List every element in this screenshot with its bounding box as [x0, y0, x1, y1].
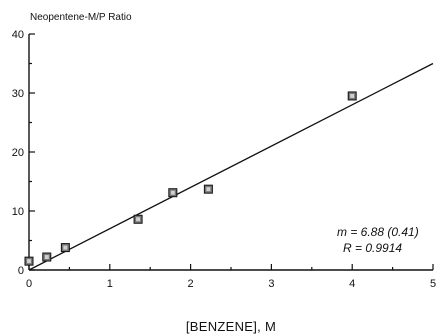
y-ticks-group: 0 10 20 30 40: [12, 29, 35, 277]
x-tick-label: 2: [188, 278, 194, 290]
data-point: [24, 256, 34, 266]
x-tick-label: 5: [430, 278, 436, 290]
x-ticks-group: 0 1 2 3 4 5: [26, 264, 436, 290]
x-axis-label: [BENZENE], M: [186, 319, 276, 334]
y-tick-label: 30: [12, 88, 24, 100]
data-point: [203, 184, 213, 194]
fit-line: [28, 62, 434, 271]
y-axis-label: Neopentene-M/P Ratio: [30, 12, 132, 23]
slope-annotation: m = 6.88 (0.41): [337, 225, 419, 239]
x-tick-label: 3: [268, 278, 274, 290]
y-tick-label: 40: [12, 29, 24, 41]
x-tick-label: 0: [26, 278, 32, 290]
data-point: [42, 252, 52, 262]
x-tick-label: 1: [107, 278, 113, 290]
data-point: [133, 214, 143, 224]
r-annotation: R = 0.9914: [343, 241, 402, 255]
data-point: [60, 243, 70, 253]
data-points-group: [24, 91, 357, 266]
x-tick-label: 4: [349, 278, 355, 290]
data-point: [347, 91, 357, 101]
data-point: [168, 188, 178, 198]
y-tick-label: 0: [18, 265, 24, 277]
y-tick-label: 10: [12, 206, 24, 218]
y-tick-label: 20: [12, 147, 24, 159]
